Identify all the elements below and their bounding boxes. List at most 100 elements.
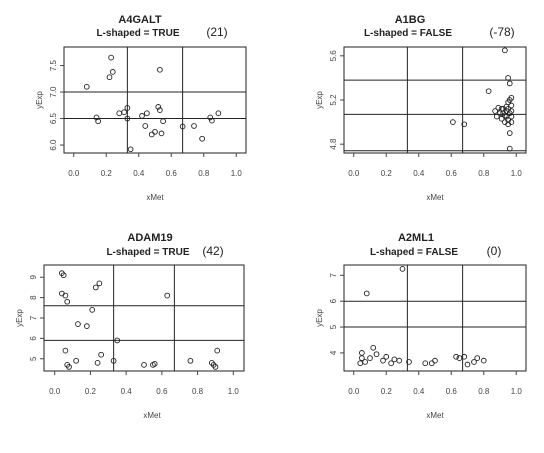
data-point [92, 284, 99, 291]
data-point [62, 347, 69, 354]
data-point [83, 83, 90, 90]
data-point [155, 104, 162, 110]
data-point [508, 102, 515, 109]
y-tick-label: 6.5 [49, 112, 58, 124]
panel-adam19: ADAM19 L-shaped = TRUE (42) 0.0 0.2 0.4 0.6 0.8… [15, 232, 245, 420]
x-tick-label: 0.0 [348, 387, 360, 396]
data-point [428, 360, 435, 367]
chart-subtitle: L-shaped = TRUE [96, 28, 179, 39]
y-tick-label: 4 [329, 350, 338, 355]
data-point [506, 145, 513, 152]
data-point [461, 353, 468, 360]
data-point [391, 356, 398, 363]
data-point [199, 135, 205, 142]
x-tick-label: 1.0 [511, 169, 523, 178]
y-tick-label: 9 [29, 274, 38, 279]
y-tick-label: 5.6 [329, 50, 338, 62]
data-point [64, 298, 71, 305]
chart-count: (42) [202, 244, 223, 258]
x-tick-label: 0.2 [85, 387, 97, 396]
x-axis-label: xMet [146, 193, 164, 202]
data-point [399, 266, 406, 272]
panel-a1bg: A1BG L-shaped = FALSE (-78) 0.0 0.2 0.4 0.6 0.8… [315, 14, 527, 202]
panel-a2ml1: A2ML1 L-shaped = FALSE (0) 0.0 0.2 0.4 0.6 0.8 1… [315, 232, 527, 420]
x-tick-label: 0.0 [49, 387, 61, 396]
data-point [98, 351, 104, 358]
data-point [367, 355, 373, 361]
y-tick-label: 7 [29, 315, 38, 320]
data-point [141, 362, 147, 368]
data-point [207, 114, 214, 121]
data-point [450, 119, 456, 125]
data-point [492, 108, 498, 114]
data-point [179, 123, 186, 130]
chart-title: ADAM19 [127, 232, 172, 244]
data-point [480, 357, 487, 364]
plot-frame [43, 264, 245, 372]
data-point [498, 115, 505, 122]
data-point [157, 107, 163, 113]
y-tick-label: 6.0 [49, 139, 58, 151]
data-point [505, 75, 511, 81]
data-point [160, 118, 166, 125]
x-tick-label: 1.0 [511, 387, 523, 396]
data-point [148, 131, 155, 138]
chart-subtitle: L-shaped = TRUE [106, 247, 189, 258]
data-point [461, 121, 468, 128]
data-point [370, 344, 377, 351]
data-point [124, 115, 131, 122]
x-tick-label: 0.2 [101, 169, 113, 178]
data-point [209, 117, 215, 124]
x-tick-label: 0.4 [121, 387, 133, 396]
x-tick-label: 0.2 [381, 169, 393, 178]
y-tick-label: 5.2 [329, 94, 338, 106]
y-axis-label: yExp [315, 91, 324, 109]
data-point [84, 323, 90, 330]
plot-frame [63, 46, 247, 154]
data-point [164, 292, 171, 299]
x-tick-label: 0.4 [413, 169, 425, 178]
data-point [383, 353, 390, 360]
data-point [214, 347, 221, 354]
plot-frame [343, 264, 527, 372]
data-point [110, 357, 117, 364]
data-point [471, 359, 477, 365]
chart-count: (21) [206, 25, 227, 39]
data-point [75, 321, 81, 327]
panel-a4galt: A4GALT L-shaped = TRUE (21) 0.0 0.2 0.4 0.6 0.8… [35, 14, 247, 202]
x-tick-label: 0.8 [478, 169, 490, 178]
data-point [95, 118, 101, 125]
data-point [508, 113, 515, 120]
data-point [121, 109, 127, 116]
y-tick-label: 7.0 [49, 86, 58, 98]
x-tick-label: 0.6 [156, 387, 168, 396]
x-axis-label: xMet [426, 193, 444, 202]
data-point [485, 88, 492, 95]
data-point [152, 128, 158, 135]
data-point [474, 355, 481, 361]
data-point [62, 292, 69, 299]
data-point [357, 360, 364, 367]
data-point [508, 94, 515, 101]
data-point [106, 74, 113, 81]
data-point [89, 306, 96, 313]
y-tick-label: 6 [29, 336, 38, 341]
data-point [116, 110, 123, 117]
data-point [406, 359, 412, 365]
data-point [373, 351, 380, 358]
x-tick-label: 0.4 [413, 387, 425, 396]
x-tick-label: 0.6 [166, 169, 178, 178]
data-point [495, 104, 502, 111]
data-point [144, 110, 150, 117]
data-point [94, 359, 101, 366]
x-tick-label: 0.8 [478, 387, 490, 396]
data-point [124, 105, 131, 111]
plot-frame [343, 46, 527, 154]
y-tick-label: 5 [329, 324, 338, 329]
data-point [73, 357, 79, 364]
y-tick-label: 8 [29, 295, 38, 300]
data-point [396, 357, 403, 364]
data-point [187, 357, 194, 364]
chart-subtitle: L-shaped = FALSE [370, 247, 458, 258]
data-point [114, 337, 121, 344]
